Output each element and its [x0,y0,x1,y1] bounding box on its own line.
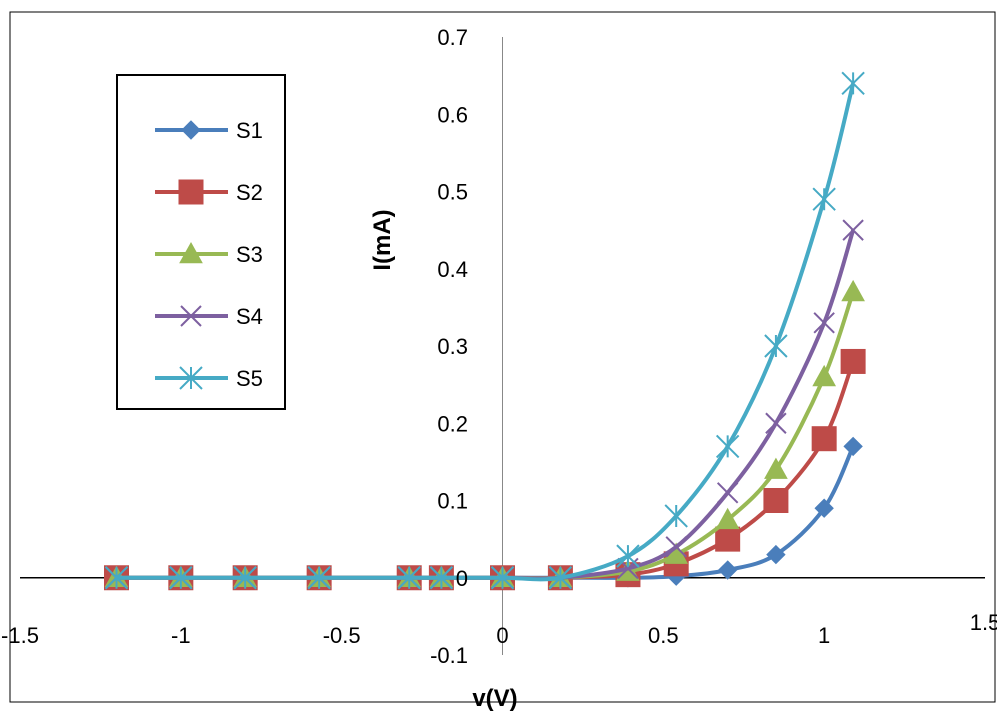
data-point [715,434,740,459]
x-tick-label: -1.5 [1,623,39,648]
data-point [429,566,454,590]
legend-label: S1 [236,118,263,143]
legend-label: S4 [236,304,263,329]
data-point [307,566,331,590]
legend-label: S2 [236,180,263,205]
legend-label: S3 [236,242,263,267]
tick-labels: -1.5 -1 -0.5 0 0.5 1 1.5 -0.1 0 0.1 0.2 0.3 0.4 0.5 0.… [1,25,997,668]
data-point [169,566,193,590]
data-point [716,482,739,504]
data-point [811,426,837,452]
x-tick-label: -0.5 [323,623,361,648]
legend-label: S5 [236,366,263,391]
data-point [813,312,835,334]
legend-item-s3: S3 [155,241,263,267]
legend: S1 S2 S3 S4 S5 [116,74,286,410]
data-point [814,498,834,518]
x-tick-label: 1.5 [970,610,997,635]
y-tick-label: 0.3 [437,334,468,359]
x-tick-label: 0 [496,623,508,648]
series-layer [104,71,866,591]
y-tick-label: 0.7 [437,25,468,50]
legend-item-s4: S4 [155,304,263,329]
series-line [116,445,855,580]
data-point [233,566,257,590]
y-tick-label: -0.1 [430,643,468,668]
data-point [764,457,788,479]
data-point [715,507,740,530]
legend-item-s2: S2 [155,179,263,205]
data-point [665,536,687,558]
y-tick-label: 0.4 [437,257,468,282]
x-tick-label: -1 [171,623,191,648]
data-point [616,544,640,568]
y-tick-label: 0.1 [437,489,468,514]
data-point [178,179,204,205]
data-point [397,566,421,590]
plot-border [9,11,996,703]
x-tick-label: 0.5 [648,623,679,648]
data-point [179,366,203,390]
y-tick-label: 0 [456,566,468,591]
data-point [812,187,836,211]
data-point [764,334,788,358]
data-point [490,566,515,590]
data-point [766,544,786,565]
series-s5 [104,71,865,590]
data-point [104,566,129,590]
legend-box [116,74,286,410]
data-point [717,560,738,580]
data-point [841,71,865,96]
y-axis-title: I(mA) [369,209,396,270]
data-point [763,488,789,513]
y-tick-label: 0.5 [437,180,468,205]
data-point [840,348,866,374]
data-point [715,526,741,552]
x-tick-label: 1 [818,623,830,648]
legend-item-s1: S1 [155,118,263,143]
y-tick-label: 0.2 [437,411,468,436]
data-point [180,305,202,327]
series-s1 [106,436,863,588]
data-point [179,241,203,264]
legend-item-s5: S5 [155,366,263,391]
data-point [181,120,201,140]
data-point [812,364,837,387]
data-point [664,504,688,528]
y-tick-label: 0.6 [437,102,468,127]
data-point [548,566,573,590]
data-point [841,279,865,302]
data-point [842,219,864,241]
x-axis-title: v(V) [472,685,517,712]
data-point [765,412,787,434]
data-point [843,436,863,457]
